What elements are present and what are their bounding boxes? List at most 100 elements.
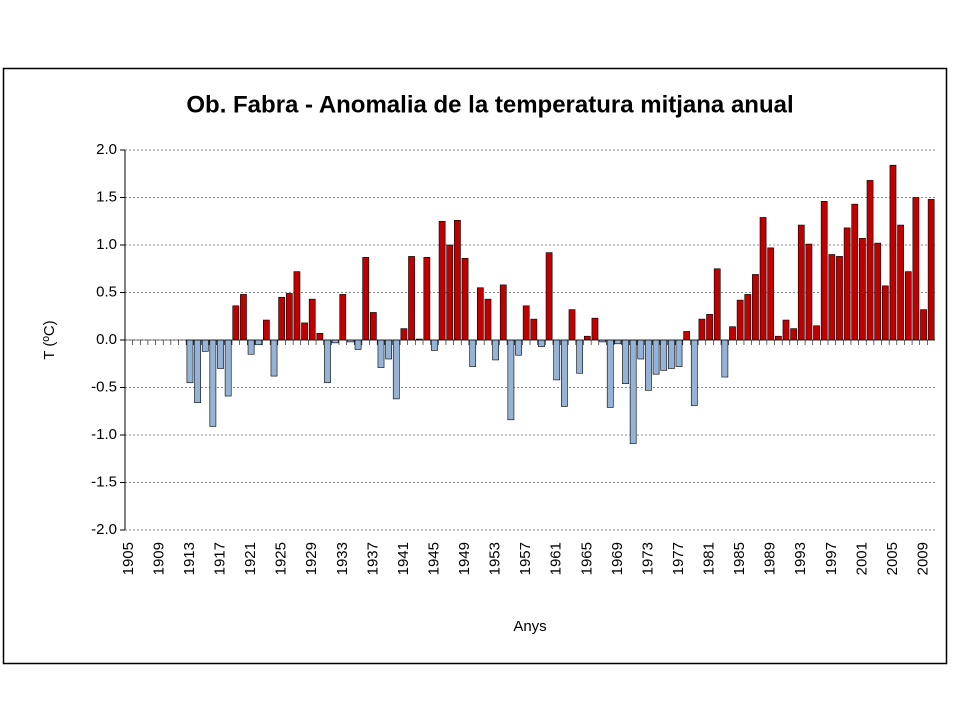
bar [263, 319, 270, 341]
x-tick-label: 1941 [395, 542, 412, 575]
bar [797, 224, 805, 341]
bar [729, 326, 736, 341]
bar [790, 328, 797, 341]
x-tick-label: 1965 [578, 542, 595, 575]
bar [270, 339, 278, 377]
bar [767, 247, 775, 341]
x-tick-label: 1949 [456, 542, 473, 575]
x-tick-label: 1909 [150, 542, 167, 575]
x-tick-label: 1933 [334, 542, 351, 575]
x-tick-label: 1929 [303, 542, 320, 575]
x-tick-label: 1973 [639, 542, 656, 575]
bar [461, 257, 469, 341]
bar [690, 339, 698, 406]
bar [446, 244, 454, 341]
bar [392, 339, 400, 400]
bar [308, 298, 316, 341]
bar [583, 335, 591, 341]
bar [828, 254, 836, 341]
bar [362, 257, 370, 341]
x-tick-label: 1977 [670, 542, 687, 575]
y-tick-label: -1.0 [91, 426, 117, 443]
bar [721, 339, 729, 378]
bar [507, 339, 515, 421]
bar [614, 339, 622, 345]
bar [469, 339, 477, 367]
bar [408, 256, 415, 341]
x-tick-label: 1913 [181, 542, 198, 575]
x-tick-label: 1957 [517, 542, 534, 575]
bar [866, 180, 874, 341]
bar [774, 335, 782, 341]
bar [813, 325, 820, 341]
x-tick-label: 1905 [120, 542, 137, 575]
bar [285, 293, 293, 341]
bar [331, 339, 339, 344]
bar [645, 339, 652, 391]
bar [339, 294, 347, 341]
y-tick-label: 1.0 [96, 236, 117, 253]
bar [706, 314, 713, 341]
x-axis-label: Anys [513, 618, 546, 635]
bar [232, 305, 240, 341]
bar [859, 238, 866, 341]
bar [438, 220, 446, 341]
bar [904, 271, 912, 341]
bar [545, 252, 553, 341]
x-tick-label: 1937 [364, 542, 381, 575]
x-tick-label: 1985 [731, 542, 748, 575]
bar [423, 257, 431, 341]
bar [637, 339, 645, 360]
bar [400, 328, 408, 341]
x-tick-label: 1961 [548, 542, 565, 575]
bar [217, 339, 224, 369]
x-tick-label: 1925 [273, 542, 290, 575]
bar [499, 284, 507, 341]
bar [744, 294, 752, 341]
bar [683, 331, 691, 341]
bar [194, 339, 201, 404]
bar [255, 339, 263, 346]
y-tick-label: 1.5 [96, 188, 117, 205]
x-tick-label: 1981 [701, 542, 718, 575]
bar [736, 299, 744, 341]
x-tick-label: 1921 [242, 542, 259, 575]
bar [431, 339, 438, 351]
chart-title: Ob. Fabra - Anomalia de la temperatura m… [186, 91, 793, 118]
bar [652, 339, 660, 375]
bar [492, 339, 499, 361]
bar [324, 339, 331, 384]
x-tick-label: 1997 [823, 542, 840, 575]
bar [851, 203, 859, 341]
bar [675, 339, 683, 367]
bar [897, 224, 904, 341]
bar [369, 312, 377, 341]
bar [240, 294, 247, 341]
x-tick-label: 1993 [792, 542, 809, 575]
bar [881, 285, 889, 341]
bar [782, 319, 790, 341]
y-tick-label: 2.0 [96, 141, 117, 158]
x-tick-label: 2005 [884, 542, 901, 575]
bar [454, 220, 461, 341]
bar [293, 271, 301, 341]
bar [920, 309, 927, 341]
bar [522, 305, 530, 341]
bar [476, 287, 484, 341]
bar [209, 339, 217, 427]
bar [912, 197, 920, 341]
bar [629, 339, 637, 444]
bar [278, 296, 286, 341]
bar [836, 256, 843, 341]
x-tick-label: 1945 [425, 542, 442, 575]
bar [874, 242, 882, 341]
bar [606, 339, 614, 408]
bar [698, 318, 706, 341]
y-tick-label: 0.0 [96, 331, 117, 348]
bar [201, 339, 209, 352]
x-tick-label: 2009 [915, 542, 932, 575]
x-tick-label: 1953 [487, 542, 504, 575]
bar [354, 339, 362, 350]
bar [752, 274, 759, 341]
